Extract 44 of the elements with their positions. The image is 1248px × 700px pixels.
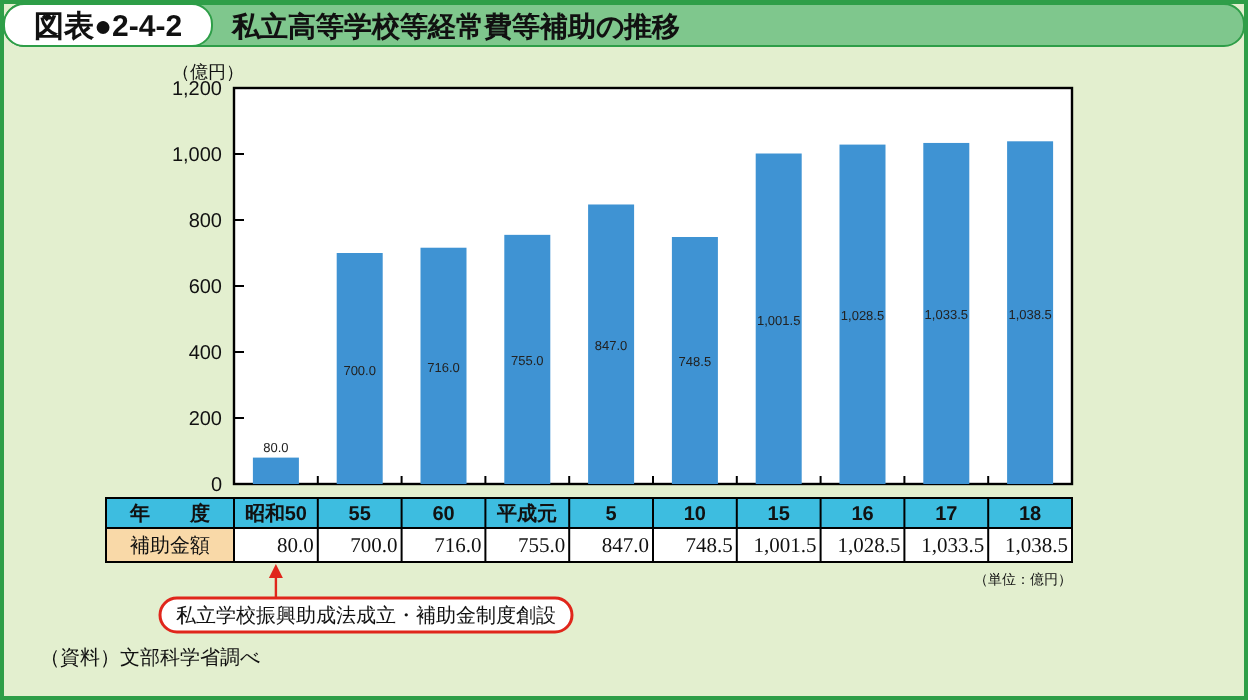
data-label: 847.0 (601, 536, 649, 558)
text: 私立学校振興助成法成立・補助金制度創設 (176, 604, 556, 628)
chart-title: 私立高等学校等経常費等補助の推移 (230, 10, 680, 42)
y-tick-label: 400 (188, 343, 223, 365)
data-label: 1,028.5 (837, 536, 901, 558)
y-tick-label: 1,000 (171, 145, 223, 167)
data-label: 1,001.5 (753, 536, 817, 558)
bar (420, 247, 467, 484)
text: 図表●2-4-2 (33, 10, 183, 44)
bar (923, 142, 970, 484)
x-tick-label: 平成元 (495, 502, 558, 526)
x-tick-label: 5 (605, 504, 618, 526)
bar (588, 204, 635, 484)
bar (671, 236, 718, 484)
bar (1007, 141, 1054, 484)
text: 補助金額 (130, 534, 210, 558)
data-label: 755.0 (517, 536, 566, 558)
x-tick-label: 55 (348, 504, 372, 526)
y-tick-label: 200 (188, 409, 223, 431)
bar (252, 457, 299, 484)
y-tick-label: 0 (210, 475, 223, 497)
x-tick-label: 16 (851, 504, 875, 526)
y-axis-title: （億円） (172, 62, 244, 82)
x-tick-label: 17 (935, 504, 959, 526)
data-label: 1,033.5 (921, 536, 985, 558)
bar (504, 234, 551, 484)
bar (336, 253, 383, 484)
x-tick-label: 18 (1018, 504, 1043, 526)
data-label: 716.0 (434, 536, 482, 558)
text: （資料）文部科学省調べ (40, 646, 260, 670)
data-label: 700.0 (350, 536, 398, 558)
y-tick-label: 600 (188, 277, 223, 299)
x-tick-label: 60 (432, 504, 456, 526)
y-tick-label: 1,200 (171, 79, 223, 101)
x-tick-label: 昭和50 (244, 502, 308, 526)
y-tick-label: 800 (188, 211, 223, 233)
x-tick-label: 15 (767, 504, 791, 526)
data-label: 748.5 (685, 536, 733, 558)
data-label: 1,038.5 (1005, 536, 1068, 558)
data-label: 80.0 (277, 536, 314, 558)
bar (755, 153, 802, 484)
x-tick-label: 10 (683, 504, 707, 526)
bar (839, 144, 886, 484)
x-axis-title: 年 度 (128, 502, 210, 526)
